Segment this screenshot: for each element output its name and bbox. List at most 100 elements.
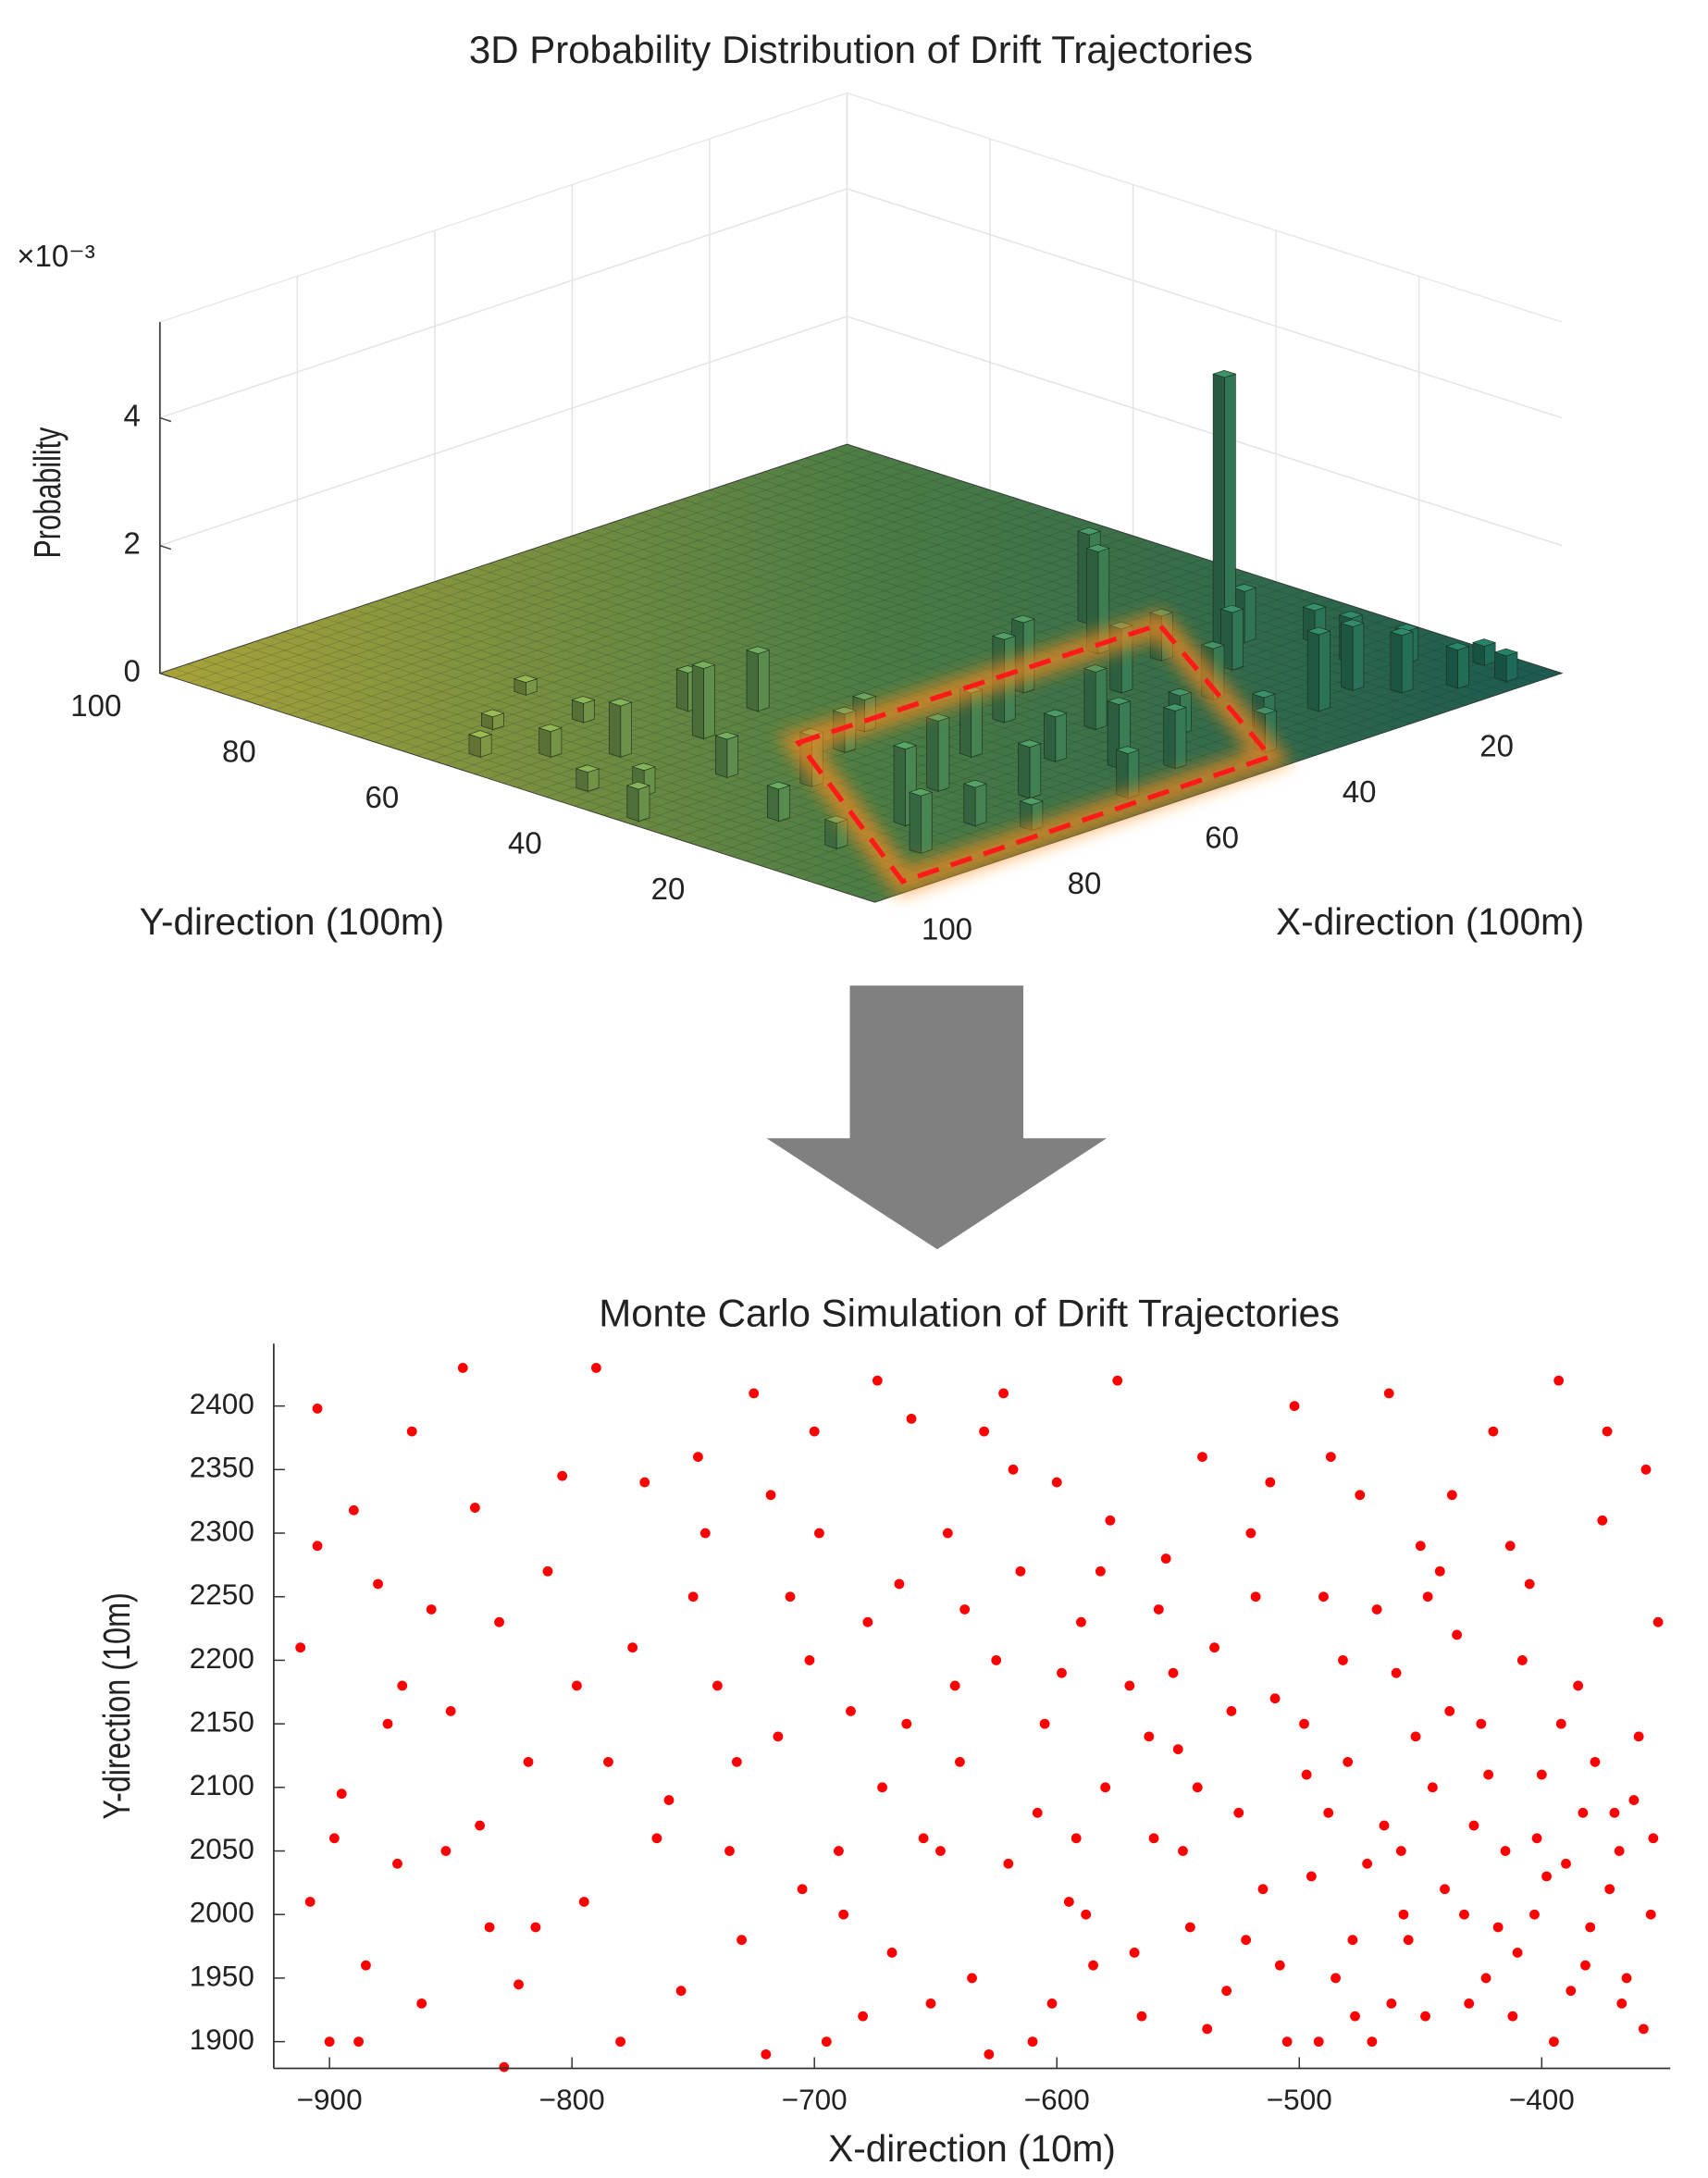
point (942, 1528, 953, 1539)
point (959, 1604, 971, 1615)
point (1446, 1490, 1457, 1501)
point (1124, 1680, 1135, 1691)
bar-face (1019, 797, 1044, 806)
mesh-line (228, 650, 944, 880)
bar (1445, 642, 1470, 689)
bar-face (1017, 739, 1042, 748)
bar (1472, 638, 1497, 666)
bar-face (1352, 623, 1365, 691)
point (1640, 1464, 1652, 1475)
mesh-line (791, 462, 1507, 692)
x-axis-label: X-direction (10m) (828, 2127, 1116, 2170)
bar (571, 696, 596, 724)
point (736, 1935, 747, 1946)
point (1032, 1807, 1043, 1818)
bar (625, 781, 650, 823)
mesh-line (360, 508, 1047, 738)
bar-face (479, 734, 492, 758)
z-tick (159, 416, 172, 423)
point (731, 1756, 742, 1767)
point (925, 1999, 936, 2009)
point (1015, 1565, 1026, 1577)
point (1398, 1909, 1409, 1920)
bar-face (1219, 604, 1244, 613)
bar-face (1394, 624, 1419, 632)
point (361, 1960, 371, 1971)
bar-face (1457, 646, 1469, 689)
point (426, 1604, 437, 1615)
point (1233, 1807, 1244, 1818)
point (639, 1477, 650, 1488)
point (991, 1655, 1002, 1665)
mesh-line (365, 604, 1082, 835)
point (348, 1504, 359, 1516)
point (1549, 2036, 1559, 2048)
point (1434, 1565, 1445, 1577)
mesh-line (303, 489, 991, 720)
mesh-line (558, 539, 1274, 770)
point (1488, 1426, 1499, 1437)
bar (1389, 627, 1414, 694)
point (1202, 2023, 1213, 2035)
x-axis-label: X-direction (100m) (1276, 900, 1584, 943)
point (1281, 2036, 1293, 2048)
bar-face (971, 688, 983, 758)
point (373, 1578, 383, 1590)
point (1415, 1541, 1426, 1552)
bar-face (758, 650, 770, 712)
mesh-line (489, 563, 1206, 793)
bar-face (1107, 697, 1132, 705)
point (295, 1642, 306, 1653)
point (1529, 1909, 1540, 1920)
point (1578, 1807, 1589, 1818)
point (397, 1680, 408, 1691)
point (1573, 1680, 1584, 1691)
point (457, 1363, 468, 1373)
point (1555, 1718, 1566, 1729)
bar-face (631, 762, 656, 771)
mesh-line (489, 549, 1177, 779)
x-tick-label: 40 (1343, 774, 1377, 809)
bar (513, 674, 538, 696)
mesh-line (388, 516, 1076, 748)
point (1250, 1591, 1261, 1603)
point (1367, 2036, 1378, 2048)
point (1197, 1452, 1207, 1462)
bar-face (1306, 630, 1319, 712)
point (1008, 1464, 1019, 1475)
bar-face (1445, 642, 1470, 650)
bar-face (571, 696, 596, 704)
bar-face (468, 730, 493, 738)
bar-face (1168, 687, 1193, 697)
bar-face (1401, 631, 1414, 694)
bar-face (1162, 703, 1188, 712)
bar (925, 713, 950, 792)
point (1427, 1782, 1438, 1793)
point (445, 1705, 456, 1716)
point (1614, 1846, 1625, 1856)
point (1289, 1401, 1300, 1412)
bar-face (1115, 746, 1140, 754)
point (1386, 1999, 1397, 2009)
bar-face (893, 745, 906, 826)
point (1318, 1591, 1329, 1603)
point (1331, 1973, 1341, 1984)
chart-scatter: −900 −800 −700 −600 −500 −400 1900 1950 2000 2050… (96, 1291, 1671, 2170)
point (1507, 2011, 1518, 2022)
point (1590, 1756, 1601, 1767)
mesh-line (374, 513, 1062, 743)
point (1265, 1477, 1276, 1488)
bar-face (962, 779, 987, 788)
point (1602, 1426, 1613, 1437)
bar (1017, 739, 1042, 799)
bar-face (620, 701, 632, 758)
point (675, 1986, 687, 1997)
point (1153, 1604, 1164, 1615)
point (523, 1756, 534, 1767)
point (1257, 1884, 1269, 1895)
point (804, 1655, 815, 1665)
bar-face (963, 783, 976, 826)
point (761, 2048, 772, 2060)
x-tick-label: −600 (1024, 2083, 1090, 2116)
x-tick-label: 100 (922, 911, 972, 946)
